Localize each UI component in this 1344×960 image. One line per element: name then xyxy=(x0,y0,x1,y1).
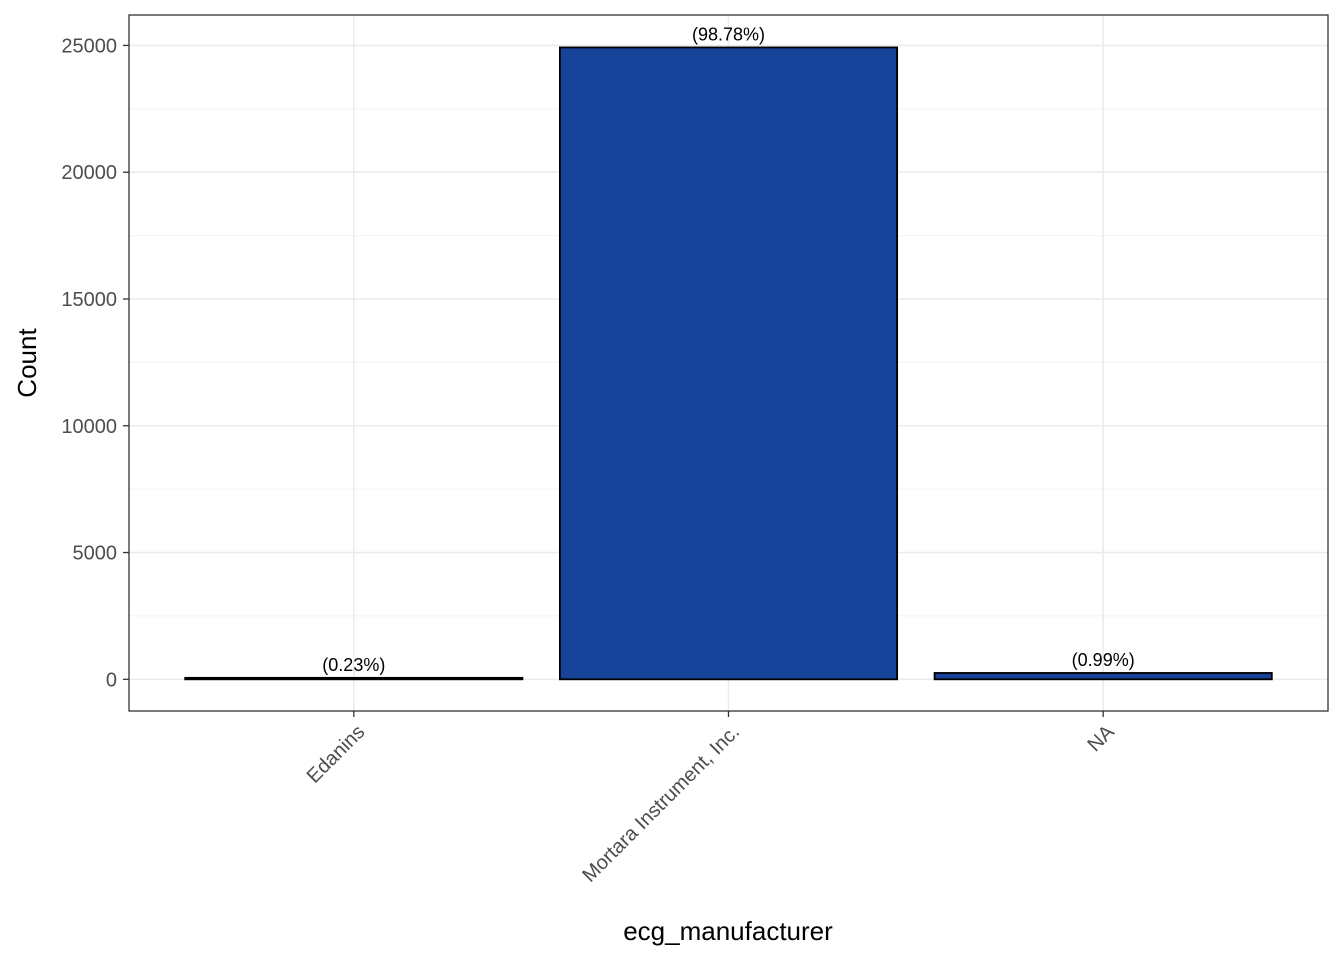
data-labels: (0.23%) (98.78%) (0.99%) xyxy=(322,24,1134,674)
x-axis-title: ecg_manufacturer xyxy=(623,916,833,946)
x-tick-label: NA xyxy=(1084,721,1120,757)
y-tick-label: 5000 xyxy=(73,543,118,565)
y-axis-ticks: 0 5000 10000 15000 20000 25000 xyxy=(61,35,129,691)
data-label: (0.23%) xyxy=(322,655,385,675)
data-label: (98.78%) xyxy=(692,24,765,44)
y-tick-label: 25000 xyxy=(61,35,117,57)
y-axis-title: Count xyxy=(12,328,42,398)
x-axis-ticks: Edanins Mortara Instrument, Inc. NA xyxy=(303,711,1119,887)
x-tick-label: Edanins xyxy=(303,721,370,788)
y-tick-label: 20000 xyxy=(61,162,117,184)
bars xyxy=(184,46,1273,681)
bar xyxy=(558,46,899,681)
data-label: (0.99%) xyxy=(1072,650,1135,670)
x-tick-label: Mortara Instrument, Inc. xyxy=(578,721,744,887)
bar xyxy=(184,676,524,681)
y-tick-label: 10000 xyxy=(61,416,117,438)
bar xyxy=(933,672,1273,681)
y-tick-label: 0 xyxy=(106,669,117,691)
y-tick-label: 15000 xyxy=(61,289,117,311)
